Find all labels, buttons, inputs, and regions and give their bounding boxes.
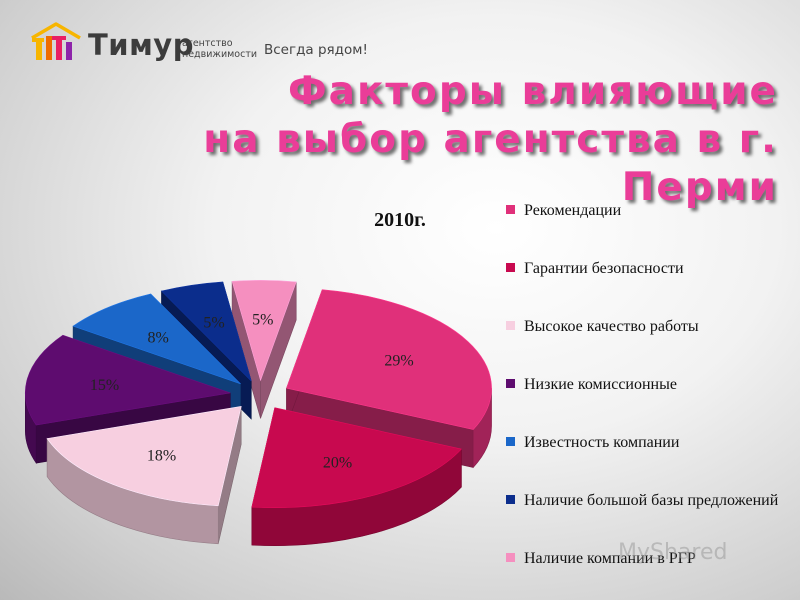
- legend-label: Известность компании: [524, 434, 680, 451]
- logo-subtitle-line2: недвижимости: [182, 49, 258, 60]
- legend-swatch: [506, 379, 515, 388]
- slice-value-label: 20%: [323, 455, 352, 472]
- legend-swatch: [506, 553, 515, 562]
- legend-label: Наличие компании в РГР: [524, 550, 696, 567]
- chart-title: 2010г.: [374, 209, 426, 231]
- house-logo-icon: [31, 22, 81, 60]
- legend-swatch: [506, 263, 515, 272]
- slide-title: Факторы влияющие на выбор агентства в г.…: [58, 68, 778, 212]
- logo-slogan: Всегда рядом!: [264, 42, 368, 58]
- legend-swatch: [506, 495, 515, 504]
- legend-label: Гарантии безопасности: [524, 260, 684, 277]
- slice-value-label: 18%: [147, 448, 176, 465]
- pie-slice-7: [231, 280, 297, 419]
- slice-value-label: 5%: [203, 315, 224, 332]
- slide-title-line1: Факторы влияющие: [287, 69, 778, 114]
- legend-swatch: [506, 321, 515, 330]
- legend-label: Наличие большой базы предложений: [524, 492, 779, 509]
- legend-swatch: [506, 205, 515, 214]
- slice-value-label: 8%: [148, 330, 169, 347]
- slide-title-line2: на выбор агентства в г. Перми: [203, 117, 778, 210]
- legend-label: Рекомендации: [524, 202, 622, 219]
- logo-subtitle: агентство недвижимости: [182, 38, 257, 60]
- company-logo: Тимур агентство недвижимости Всегда рядо…: [26, 22, 368, 72]
- pie-slice-3: [46, 406, 242, 545]
- pie-slice-labels: 5% 5% 8% 29% 15% 18% 20%: [90, 311, 414, 471]
- watermark-text: MyShared: [618, 540, 728, 565]
- legend-label: Низкие комиссионные: [524, 376, 677, 393]
- legend-swatch: [506, 437, 515, 446]
- slice-value-label: 29%: [384, 352, 413, 369]
- logo-subtitle-line1: агентство: [182, 38, 233, 49]
- logo-brand-name: Тимур: [88, 28, 194, 62]
- pie-slice-2: [251, 407, 463, 547]
- slice-value-label: 5%: [252, 311, 273, 328]
- slice-value-label: 15%: [90, 377, 119, 394]
- legend-label: Высокое качество работы: [524, 318, 699, 335]
- pie-slices: [25, 280, 492, 547]
